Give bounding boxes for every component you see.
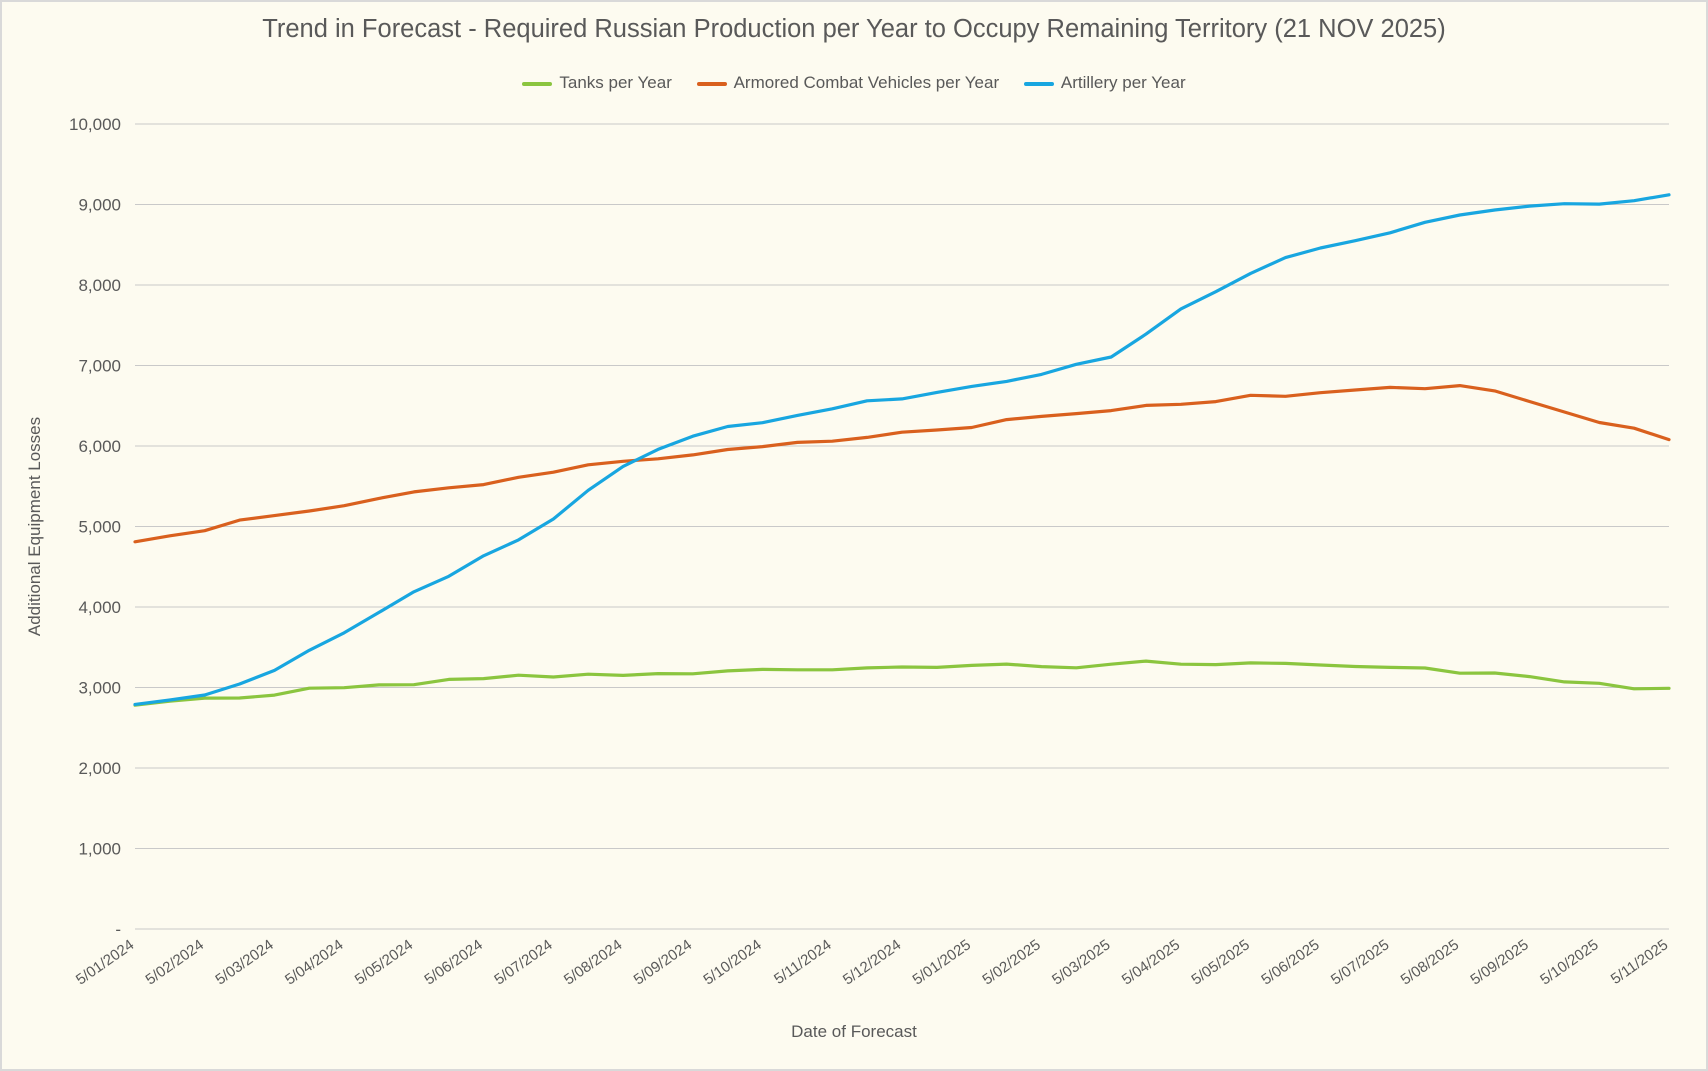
svg-text:5/06/2025: 5/06/2025 xyxy=(1258,936,1322,988)
svg-text:5/03/2025: 5/03/2025 xyxy=(1049,936,1113,988)
svg-text:5/07/2025: 5/07/2025 xyxy=(1328,936,1392,988)
svg-text:5/12/2024: 5/12/2024 xyxy=(840,936,904,988)
svg-text:3,000: 3,000 xyxy=(78,679,121,698)
svg-text:9,000: 9,000 xyxy=(78,196,121,215)
svg-text:Additional Equipment Losses: Additional Equipment Losses xyxy=(25,417,44,636)
svg-text:5/05/2025: 5/05/2025 xyxy=(1188,936,1252,988)
svg-text:5/02/2024: 5/02/2024 xyxy=(143,936,207,988)
svg-text:5/07/2024: 5/07/2024 xyxy=(491,936,555,988)
svg-text:5/11/2025: 5/11/2025 xyxy=(1608,936,1672,988)
svg-text:5/05/2024: 5/05/2024 xyxy=(352,936,416,988)
svg-text:5/08/2024: 5/08/2024 xyxy=(561,936,625,988)
svg-text:5/04/2024: 5/04/2024 xyxy=(282,936,346,988)
svg-text:6,000: 6,000 xyxy=(78,437,121,456)
svg-text:5/09/2025: 5/09/2025 xyxy=(1467,936,1531,988)
svg-text:5/10/2024: 5/10/2024 xyxy=(700,936,764,988)
svg-text:1,000: 1,000 xyxy=(78,840,121,859)
svg-text:8,000: 8,000 xyxy=(78,276,121,295)
svg-text:5/09/2024: 5/09/2024 xyxy=(631,936,695,988)
svg-text:5,000: 5,000 xyxy=(78,518,121,537)
svg-text:5/03/2024: 5/03/2024 xyxy=(212,936,276,988)
svg-text:4,000: 4,000 xyxy=(78,598,121,617)
svg-text:10,000: 10,000 xyxy=(69,115,121,134)
svg-text:5/11/2024: 5/11/2024 xyxy=(771,936,835,988)
svg-text:7,000: 7,000 xyxy=(78,357,121,376)
svg-text:5/01/2025: 5/01/2025 xyxy=(910,936,974,988)
svg-text:5/01/2024: 5/01/2024 xyxy=(73,936,137,988)
svg-text:5/02/2025: 5/02/2025 xyxy=(979,936,1043,988)
svg-text:2,000: 2,000 xyxy=(78,759,121,778)
svg-text:5/10/2025: 5/10/2025 xyxy=(1537,936,1601,988)
svg-text:5/06/2024: 5/06/2024 xyxy=(421,936,485,988)
svg-text:5/08/2025: 5/08/2025 xyxy=(1398,936,1462,988)
svg-text:5/04/2025: 5/04/2025 xyxy=(1119,936,1183,988)
svg-text:-: - xyxy=(115,920,121,939)
